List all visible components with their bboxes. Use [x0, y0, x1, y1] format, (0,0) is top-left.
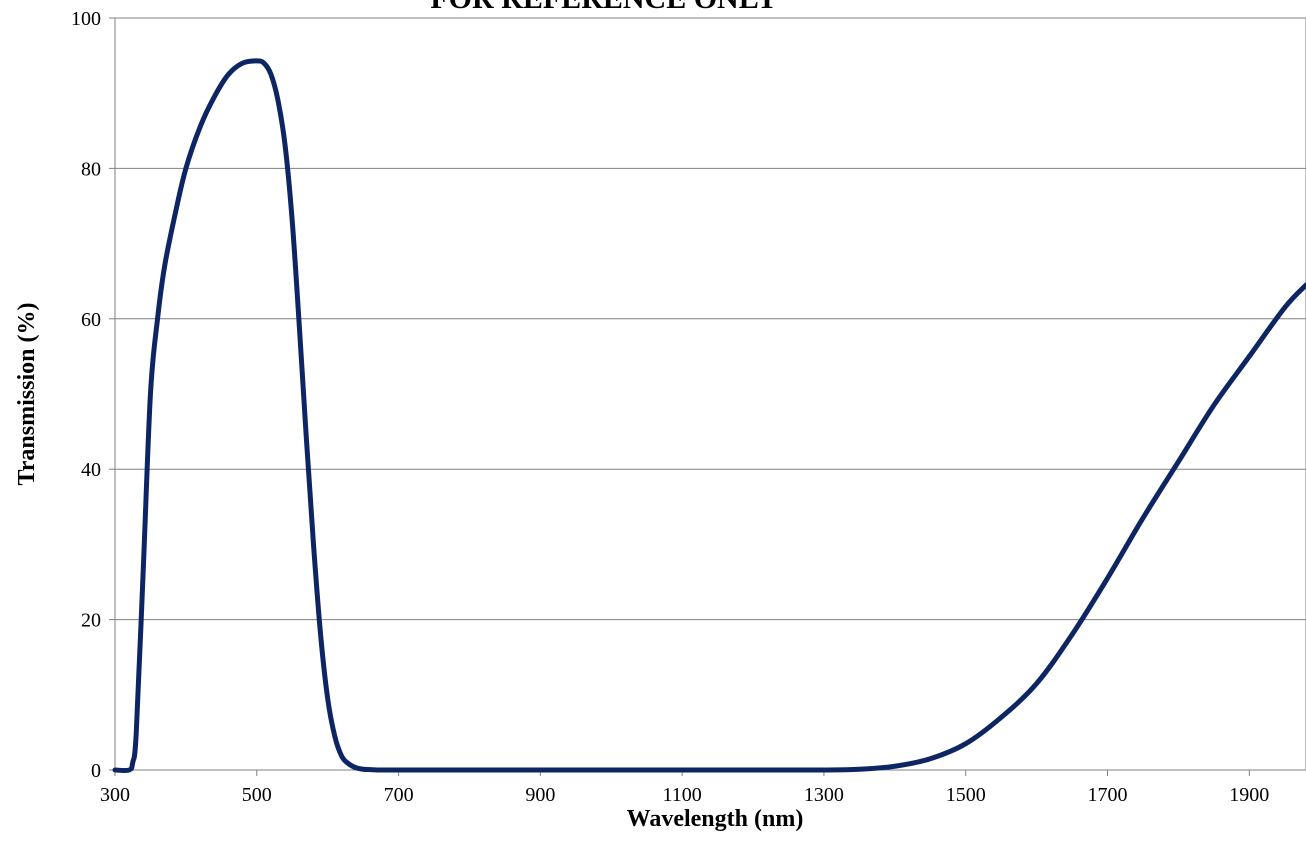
- x-tick-label: 1100: [663, 784, 702, 806]
- y-tick-label: 60: [81, 309, 101, 331]
- x-tick-label: 1900: [1229, 784, 1269, 806]
- x-tick-labels: 300 500 700 900 1100 1300 1500 1700 1900: [100, 784, 1269, 806]
- y-tick-label: 40: [81, 459, 101, 481]
- gridlines: [109, 17, 1306, 776]
- transmission-series-line: [112, 58, 1306, 774]
- x-tick-label: 900: [525, 784, 555, 806]
- y-tick-label: 80: [81, 158, 101, 180]
- y-tick-labels: 0 20 40 60 80 100: [71, 8, 101, 782]
- x-axis-title: Wavelength (nm): [627, 806, 804, 832]
- y-tick-label: 20: [81, 610, 101, 632]
- x-tick-label: 500: [242, 784, 272, 806]
- chart-title: FOR REFERENCE ONLY: [430, 0, 778, 15]
- x-tick-label: 1700: [1088, 784, 1128, 806]
- y-tick-label: 100: [71, 8, 101, 30]
- x-tick-label: 1500: [946, 784, 986, 806]
- x-tick-label: 1300: [804, 784, 844, 806]
- x-tick-label: 700: [384, 784, 414, 806]
- x-tick-label: 300: [100, 784, 130, 806]
- y-tick-label: 0: [91, 760, 101, 782]
- y-axis-title: Transmission (%): [14, 303, 40, 486]
- plot-area-border: [114, 17, 1306, 771]
